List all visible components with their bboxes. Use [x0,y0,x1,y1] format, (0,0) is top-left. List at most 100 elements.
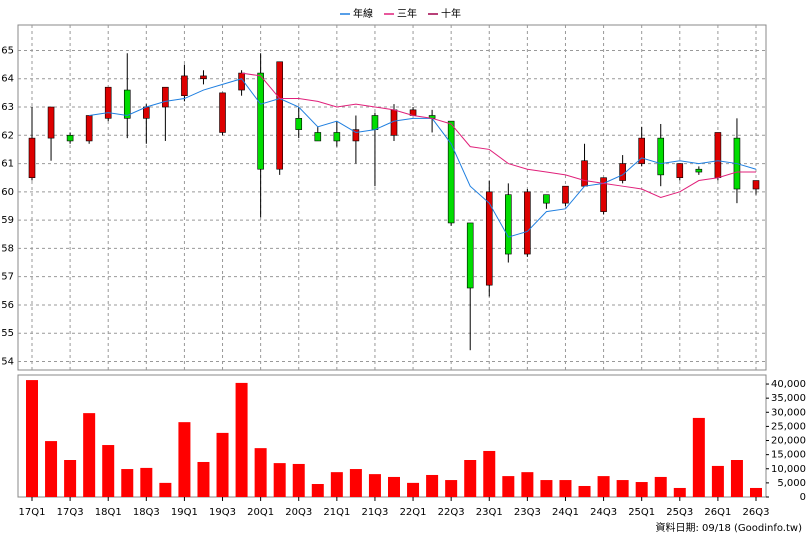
y-tick-label: 15,000 [771,450,806,461]
x-tick-label: 23Q1 [476,507,503,518]
candle-body [676,163,684,179]
y-tick-label: 40,000 [771,379,806,390]
legend-label: 十年 [441,7,461,20]
candle-body [752,180,760,190]
volume-bar [654,476,667,497]
volume-bar [292,463,305,497]
candle-body [619,163,626,181]
candle-body [714,132,722,179]
y-tick-label: 61 [1,159,14,170]
volume-bar [540,480,553,497]
y-tick-label: 65 [1,45,14,56]
volume-bar [102,445,115,497]
volume-bar [464,460,477,497]
y-tick-label: 64 [1,74,14,85]
candle-body [181,75,188,96]
volume-bar [388,476,400,497]
ma-line [241,72,756,199]
candle-body [600,177,607,212]
candle-body [695,168,703,173]
x-tick-label: 21Q1 [323,507,350,518]
x-tick-label: 26Q1 [704,507,731,518]
x-tick-label: 17Q3 [57,507,84,518]
candle-body [200,75,207,80]
y-tick-label: 25,000 [771,421,806,432]
candle-body [85,115,93,142]
x-tick-label: 20Q3 [285,507,312,518]
candle-body [505,194,512,255]
x-tick-label: 19Q1 [171,507,198,518]
volume-bar [445,480,458,497]
y-tick-label: 30,000 [771,407,806,418]
candle-body [543,194,550,204]
x-tick-label: 21Q3 [361,507,388,518]
price-panel [17,24,767,371]
y-tick-label: 56 [1,300,14,311]
volume-bar [159,482,172,497]
x-tick-label: 22Q1 [400,507,427,518]
candle-body [371,115,379,130]
volume-bar [521,472,534,497]
volume-bar [197,461,210,497]
candle-body [524,191,531,255]
volume-bar [578,485,591,497]
y-tick-label: 5,000 [777,478,806,489]
x-tick-label: 23Q3 [514,507,541,518]
volume-bar [349,469,362,497]
y-tick-label: 59 [1,215,14,226]
volume-bar [426,474,439,497]
y-tick-label: 0 [800,492,806,503]
x-tick-label: 18Q3 [133,507,160,518]
candle-body [123,89,131,119]
x-tick-label: 22Q3 [438,507,465,518]
volume-bar [502,476,515,497]
y-tick-label: 54 [1,357,14,368]
candle-body [143,106,150,119]
y-tick-label: 35,000 [771,393,806,404]
volume-bar [559,480,572,497]
y-tick-label: 20,000 [771,436,806,447]
volume-bar [140,467,153,497]
y-tick-label: 10,000 [771,464,806,475]
x-tick-label: 25Q1 [628,507,655,518]
footer: 資料日期: 09/18 (Goodinfo.tw) [655,521,802,534]
candle-body [581,160,588,187]
volume-bar [483,450,496,497]
candle-body [28,137,36,179]
y-tick-label: 55 [1,328,14,339]
volume-bar [311,484,324,497]
volume-bar [730,460,743,497]
y-tick-label: 60 [1,187,14,198]
candle-body [485,191,493,286]
x-tick-label: 18Q1 [95,507,122,518]
candle-body [466,222,474,289]
volume-bar [711,465,724,497]
x-tick-label: 24Q3 [590,507,617,518]
candle-body [219,92,226,133]
x-tick-label: 24Q1 [552,507,579,518]
x-tick-label: 25Q3 [666,507,693,518]
candle-body [562,185,569,204]
candle-body [447,120,455,224]
candle-body [638,137,645,164]
volume-bar [45,441,58,497]
volume-bar [407,482,420,497]
volume-bar [750,487,762,497]
volume-bar [273,463,286,497]
candle-body [257,72,264,170]
y-tick-label: 57 [1,272,14,283]
volume-bar [673,487,686,497]
ma-line [89,78,757,238]
candle-body [276,61,283,170]
volume-bar [83,413,96,497]
volume-bar [254,448,267,497]
candle-body [66,134,74,142]
x-tick-label: 19Q3 [209,507,236,518]
volume-bar [178,422,191,497]
y-tick-label: 58 [1,243,14,254]
volume-bar [26,380,38,497]
x-tick-label: 20Q1 [247,507,274,518]
candle-body [162,86,169,108]
volume-bar [330,472,343,497]
